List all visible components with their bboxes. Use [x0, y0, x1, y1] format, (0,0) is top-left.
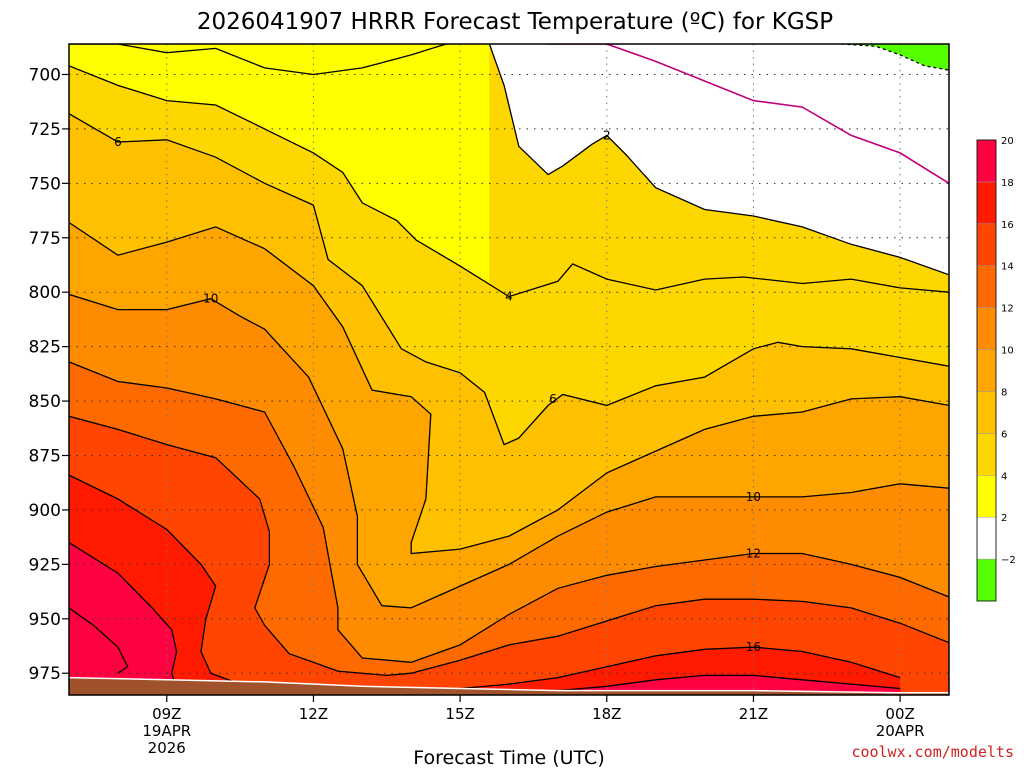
y-tick-label-775: 775	[29, 229, 61, 249]
isotherm-4-2	[488, 44, 949, 276]
x-tick-label-9-1: 19APR	[142, 722, 191, 740]
x-axis-label: Forecast Time (UTC)	[413, 747, 604, 768]
credit-text: coolwx.com/modelts	[851, 743, 1014, 761]
pressure-axis: 700 725 750 775 800 825 850 875 900 925 950 975	[29, 65, 69, 684]
isotherm-18-12	[528, 674, 901, 694]
colorbar-label-6: 12	[1001, 304, 1014, 315]
x-tick-label-24-1: 20APR	[876, 722, 925, 740]
y-tick-label-750: 750	[29, 174, 61, 194]
colorbar-swatch-0	[976, 558, 997, 602]
isotherm-0-14	[841, 44, 949, 71]
y-tick-label-725: 725	[29, 120, 61, 140]
colorbar-swatch-2	[976, 475, 997, 518]
ground-edge	[69, 676, 949, 694]
colorbar-label-0: −2	[1001, 555, 1016, 566]
contour-label-12: 12	[746, 546, 761, 560]
contour-label-4: 4	[505, 290, 513, 304]
colorbar-swatch-5	[976, 349, 997, 392]
colorbar-swatch-3	[976, 433, 997, 476]
isotherm-20-13	[69, 607, 129, 674]
x-tick-label-24-0: 00Z	[885, 705, 914, 723]
contour-label-10: 10	[203, 292, 218, 306]
isotherm-lines	[69, 44, 949, 694]
plot-frame	[68, 43, 950, 696]
isotherm-6-4	[69, 113, 949, 446]
contour-label-6: 6	[549, 392, 557, 406]
x-tick-label-18-0: 18Z	[592, 705, 621, 723]
colorbar-label-4: 8	[1001, 387, 1007, 398]
contour-label-2: 2	[603, 128, 611, 142]
colorbar-label-10: 20	[1001, 136, 1014, 147]
isotherm-4-3	[69, 65, 949, 298]
y-tick-label-900: 900	[29, 501, 61, 521]
colorbar-label-1: 2	[1001, 513, 1007, 524]
isotherm-2-0	[548, 44, 949, 184]
x-tick-label-21-0: 21Z	[739, 705, 768, 723]
temperature-colorbar: −2 2 4 6 8 10 12 14 16 18 20	[976, 136, 1016, 602]
y-tick-label-800: 800	[29, 283, 61, 303]
chart-title: 2026041907 HRRR Forecast Temperature (ºC…	[197, 9, 833, 35]
colorbar-label-2: 4	[1001, 471, 1007, 482]
x-tick-label-15-0: 15Z	[445, 705, 474, 723]
y-tick-label-825: 825	[29, 338, 61, 358]
isotherm-16-10	[460, 646, 901, 690]
colorbar-swatch-10	[976, 139, 997, 183]
isotherm-4-1	[69, 44, 449, 76]
x-tick-label-12-0: 12Z	[299, 705, 328, 723]
x-tick-label-9-2: 2026	[148, 739, 186, 757]
colorbar-label-8: 16	[1001, 220, 1014, 231]
y-tick-label-700: 700	[29, 65, 61, 85]
isotherm-12-7	[69, 361, 949, 663]
x-tick-label-9-0: 09Z	[152, 705, 181, 723]
band-14	[69, 416, 949, 695]
colorbar-swatch-6	[976, 307, 997, 350]
colorbar-frame	[976, 139, 997, 602]
band-0	[841, 44, 949, 71]
y-tick-label-975: 975	[29, 664, 61, 684]
isotherm-18-11	[69, 542, 178, 689]
isotherm-14-8	[69, 415, 949, 677]
ground-surface	[69, 676, 949, 695]
colorbar-swatch-4	[976, 391, 997, 434]
isotherm-16-9	[69, 474, 241, 685]
isotherm-10-6	[69, 293, 949, 609]
colorbar-label-5: 10	[1001, 346, 1014, 357]
colorbar-swatch-9	[976, 181, 997, 225]
colorbar-label-7: 14	[1001, 262, 1014, 273]
contour-label-16: 16	[746, 640, 761, 654]
contour-label-10: 10	[746, 490, 761, 504]
colorbar-swatch-1	[976, 516, 997, 560]
contour-label-6: 6	[114, 135, 122, 149]
band-below-2	[489, 44, 949, 275]
y-tick-label-875: 875	[29, 447, 61, 467]
colorbar-label-9: 18	[1001, 178, 1014, 189]
y-tick-label-925: 925	[29, 555, 61, 575]
plot-area	[69, 44, 949, 695]
y-tick-label-850: 850	[29, 392, 61, 412]
isotherm-8-5	[69, 221, 949, 555]
band-20	[69, 607, 128, 695]
temperature-bands	[69, 44, 949, 695]
colorbar-label-3: 6	[1001, 429, 1007, 440]
y-tick-label-950: 950	[29, 610, 61, 630]
contour-labels: 6 2 4 10 6 10 12 16	[114, 128, 761, 654]
colorbar-swatch-7	[976, 265, 997, 308]
grid-lines	[69, 44, 949, 695]
colorbar-swatch-8	[976, 223, 997, 266]
